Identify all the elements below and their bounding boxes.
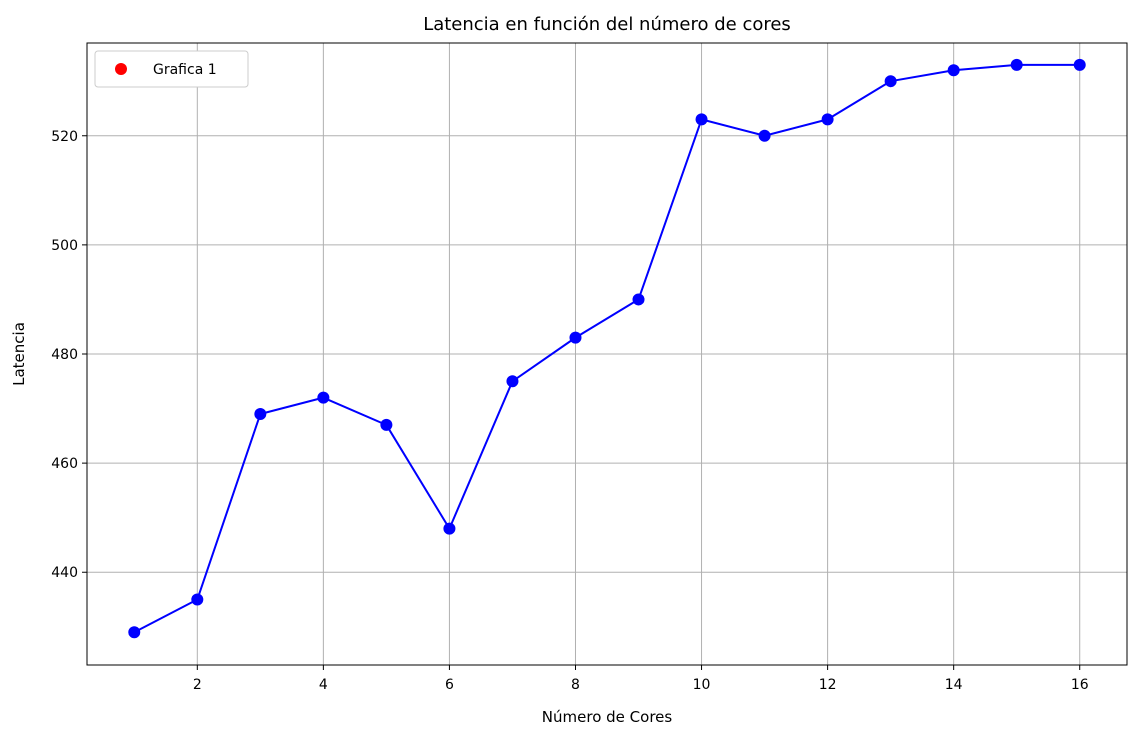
chart-title: Latencia en función del número de cores <box>423 14 791 35</box>
y-tick-label: 520 <box>51 129 78 145</box>
legend: Grafica 1 <box>94 50 249 88</box>
x-tick-label: 16 <box>1071 677 1089 693</box>
data-point <box>380 418 393 431</box>
data-point <box>191 593 204 606</box>
data-point <box>443 522 456 535</box>
x-tick-label: 4 <box>319 677 328 693</box>
legend-marker <box>115 63 127 75</box>
x-tick-label: 8 <box>571 677 580 693</box>
data-point <box>695 113 708 126</box>
data-point <box>884 75 897 88</box>
data-point <box>947 64 960 77</box>
y-tick-label: 440 <box>51 565 78 581</box>
y-axis-title: Latencia <box>10 322 28 386</box>
data-point <box>506 375 519 388</box>
legend-label: Grafica 1 <box>153 62 217 78</box>
y-tick-label: 500 <box>51 238 78 254</box>
data-point <box>1010 58 1023 71</box>
x-axis-title: Número de Cores <box>542 708 673 726</box>
y-tick-label: 460 <box>51 456 78 472</box>
x-tick-label: 6 <box>445 677 454 693</box>
data-point <box>758 129 771 142</box>
data-point <box>317 391 330 404</box>
y-tick-label: 480 <box>51 347 78 363</box>
series-layer <box>128 58 1086 639</box>
axis-ticks: 2 4 6 8 10 12 14 16 440 460 480 500 520 <box>51 129 1088 693</box>
series-line <box>133 63 1080 634</box>
data-point <box>1073 58 1086 71</box>
legend-box <box>94 50 249 88</box>
x-tick-label: 12 <box>819 677 837 693</box>
x-tick-label: 14 <box>945 677 963 693</box>
x-tick-label: 2 <box>193 677 202 693</box>
data-point <box>632 293 645 306</box>
x-tick-label: 10 <box>693 677 711 693</box>
data-point <box>821 113 834 126</box>
data-point <box>128 626 141 639</box>
grid-lines <box>87 43 1127 665</box>
data-point <box>569 331 582 344</box>
data-point <box>254 408 267 421</box>
